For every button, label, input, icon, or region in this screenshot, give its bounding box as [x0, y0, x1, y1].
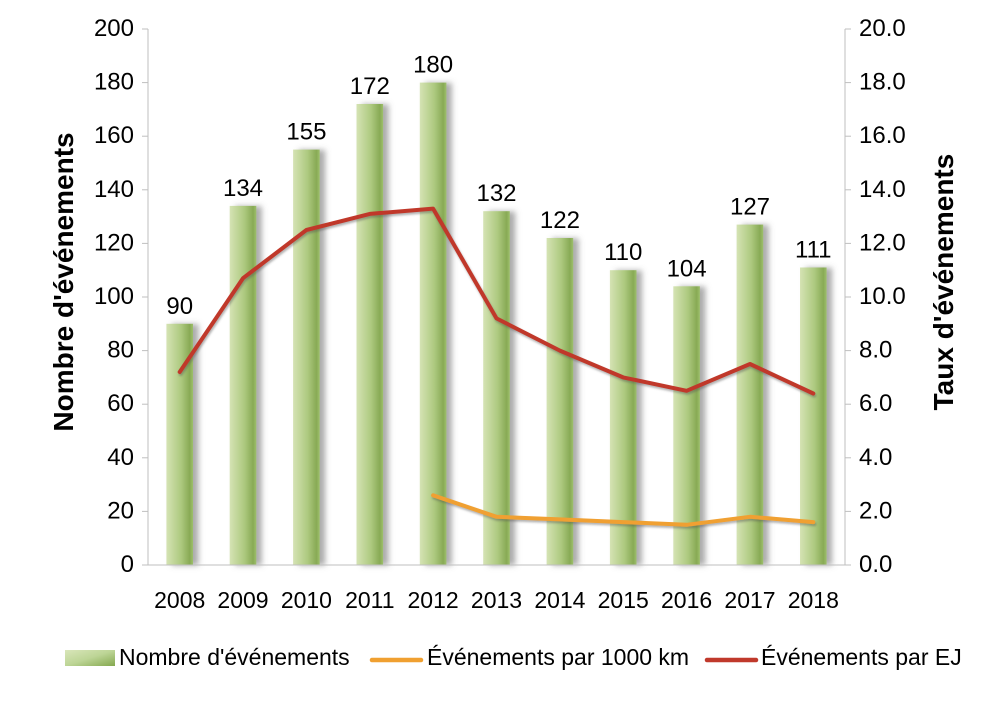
svg-text:Taux d'événements: Taux d'événements [928, 154, 959, 411]
svg-text:Nombre d'événements: Nombre d'événements [119, 644, 350, 670]
svg-text:2013: 2013 [471, 587, 522, 613]
svg-text:180: 180 [94, 69, 134, 96]
svg-text:100: 100 [94, 283, 134, 310]
svg-text:104: 104 [667, 255, 707, 282]
svg-text:111: 111 [795, 237, 831, 264]
svg-text:2011: 2011 [345, 587, 394, 613]
svg-text:200: 200 [94, 15, 134, 42]
svg-text:4.0: 4.0 [859, 444, 892, 471]
svg-text:Événements par EJ: Événements par EJ [761, 644, 962, 670]
svg-text:14.0: 14.0 [859, 176, 906, 203]
svg-text:2012: 2012 [408, 587, 459, 613]
svg-text:2009: 2009 [217, 587, 268, 613]
svg-text:16.0: 16.0 [859, 122, 906, 149]
svg-text:2.0: 2.0 [859, 497, 892, 524]
svg-text:180: 180 [413, 52, 453, 79]
svg-text:2017: 2017 [724, 587, 775, 613]
svg-text:20.0: 20.0 [859, 15, 906, 42]
svg-text:132: 132 [476, 180, 516, 207]
svg-text:127: 127 [730, 194, 770, 221]
svg-text:172: 172 [350, 73, 390, 100]
svg-text:2014: 2014 [534, 587, 585, 613]
svg-text:155: 155 [286, 119, 326, 146]
svg-text:2016: 2016 [661, 587, 712, 613]
svg-text:40: 40 [107, 444, 134, 471]
svg-text:Nombre d'événements: Nombre d'événements [48, 132, 79, 431]
svg-text:160: 160 [94, 122, 134, 149]
svg-text:6.0: 6.0 [859, 390, 892, 417]
svg-text:140: 140 [94, 176, 134, 203]
svg-text:110: 110 [604, 239, 642, 266]
svg-text:18.0: 18.0 [859, 69, 906, 96]
svg-text:80: 80 [107, 337, 134, 364]
svg-text:8.0: 8.0 [859, 337, 892, 364]
svg-text:122: 122 [540, 207, 580, 234]
svg-text:90: 90 [166, 293, 193, 320]
svg-text:120: 120 [94, 229, 134, 256]
svg-text:60: 60 [107, 390, 134, 417]
svg-text:134: 134 [223, 175, 263, 202]
svg-text:2008: 2008 [154, 587, 205, 613]
svg-text:2010: 2010 [281, 587, 332, 613]
svg-text:0: 0 [121, 551, 134, 578]
svg-text:20: 20 [107, 497, 134, 524]
svg-text:Événements par 1000 km: Événements par 1000 km [427, 644, 689, 670]
svg-text:2018: 2018 [788, 587, 839, 613]
svg-text:2015: 2015 [598, 587, 649, 613]
svg-text:0.0: 0.0 [859, 551, 892, 578]
svg-text:12.0: 12.0 [859, 229, 906, 256]
svg-text:10.0: 10.0 [859, 283, 906, 310]
